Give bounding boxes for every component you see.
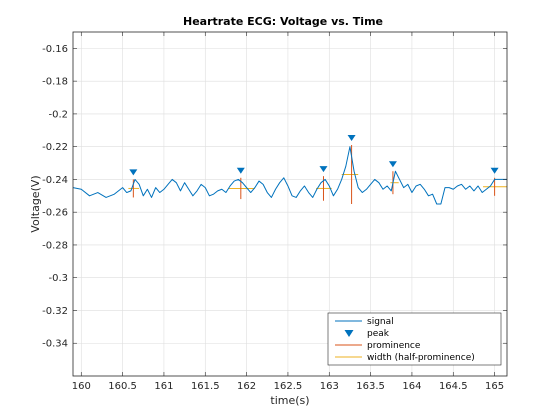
- y-tick-label: -0.34: [42, 339, 68, 350]
- legend-peak-label: peak: [367, 329, 390, 339]
- chart-title: Heartrate ECG: Voltage vs. Time: [183, 15, 383, 28]
- y-tick-label: -0.28: [42, 240, 68, 251]
- x-tick-label: 162.5: [274, 381, 303, 392]
- y-tick-label: -0.18: [42, 77, 68, 88]
- y-axis-ticks: -0.16 -0.18 -0.2 -0.22 -0.24 -0.26 -0.28 -0.3 -0…: [42, 44, 507, 350]
- peak-marker: [347, 135, 356, 142]
- x-tick-label: 163.5: [356, 381, 385, 392]
- peak-markers: [129, 135, 499, 176]
- x-tick-label: 160.5: [108, 381, 137, 392]
- legend-signal-label: signal: [367, 317, 394, 327]
- x-tick-label: 162: [237, 381, 256, 392]
- peak-marker: [490, 167, 499, 174]
- peak-marker: [129, 169, 138, 176]
- x-axis-label: time(s): [270, 394, 309, 407]
- y-tick-label: -0.24: [42, 175, 68, 186]
- legend-box: [327, 312, 502, 366]
- y-tick-label: -0.2: [48, 109, 68, 120]
- legend-width-label: width (half-prominence): [367, 353, 475, 363]
- x-tick-label: 164.5: [439, 381, 468, 392]
- x-axis-ticks: 160 160.5 161 161.5 162 162.5 163 163.5 164 164.5…: [72, 32, 504, 392]
- y-tick-label: -0.22: [42, 142, 68, 153]
- x-tick-label: 161: [154, 381, 173, 392]
- x-tick-label: 161.5: [191, 381, 220, 392]
- x-tick-label: 165: [485, 381, 504, 392]
- peak-marker: [388, 161, 397, 168]
- y-tick-label: -0.16: [42, 44, 68, 55]
- x-tick-label: 164: [402, 381, 421, 392]
- peak-marker: [236, 167, 245, 174]
- y-tick-label: -0.3: [48, 273, 68, 284]
- x-tick-label: 163: [320, 381, 339, 392]
- legend-peak-swatch: [344, 330, 354, 337]
- legend: signal peak prominence width (half-promi…: [327, 312, 502, 366]
- y-axis-label: Voltage(V): [29, 175, 42, 232]
- x-tick-label: 160: [72, 381, 91, 392]
- y-tick-label: -0.32: [42, 306, 68, 317]
- legend-prominence-label: prominence: [367, 341, 421, 351]
- y-tick-label: -0.26: [42, 208, 68, 219]
- signal-line: [72, 146, 507, 205]
- peak-marker: [319, 166, 328, 173]
- plot-frame: [72, 31, 508, 377]
- signal-series: [72, 146, 507, 205]
